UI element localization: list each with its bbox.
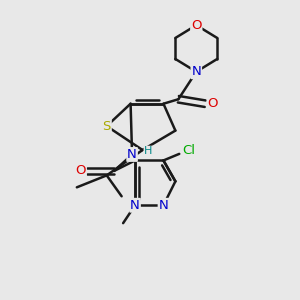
Text: O: O xyxy=(191,19,202,32)
Text: N: N xyxy=(130,199,140,212)
Text: N: N xyxy=(127,148,137,161)
Text: H: H xyxy=(144,146,153,157)
Text: Cl: Cl xyxy=(182,143,195,157)
Text: O: O xyxy=(208,97,218,110)
Text: N: N xyxy=(191,65,201,78)
Text: S: S xyxy=(103,120,111,133)
Text: O: O xyxy=(76,164,86,177)
Text: N: N xyxy=(159,199,168,212)
